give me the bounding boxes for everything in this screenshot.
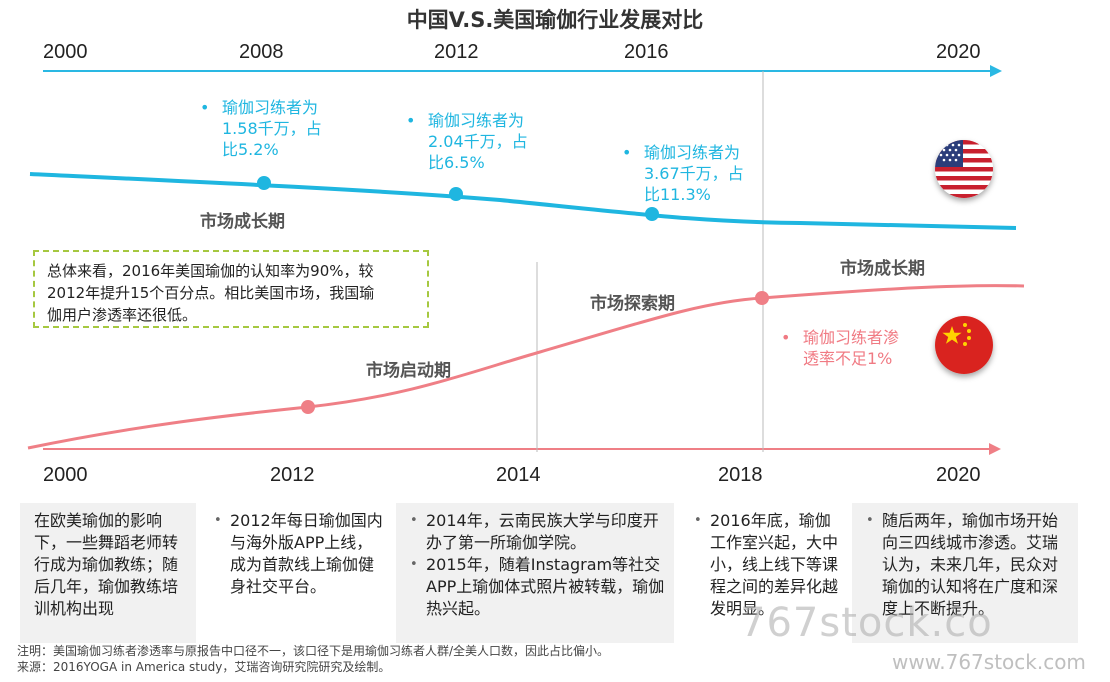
bottom-year-2000: 2000 (43, 464, 88, 486)
footnote-note: 注明：美国瑜伽习练者渗透率与原报告中口径不一，该口径下是用瑜伽习练者人群/全美人… (17, 644, 610, 658)
us-annotation-2012: • 瑜伽习练者为 2.04千万，占 比6.5% (406, 111, 528, 172)
us-phase-growth: 市场成长期 (200, 212, 285, 232)
bottom-axis-arrow (989, 443, 1001, 455)
watermark-small: www.767stock.com (892, 650, 1086, 674)
top-year-2000: 2000 (43, 41, 88, 63)
cn-phase-explore: 市场探索期 (590, 294, 675, 314)
top-year-2020: 2020 (936, 41, 981, 63)
us-point-2016 (645, 207, 659, 221)
us-annotation-2008: • 瑜伽习练者为 1.58千万，占 比5.2% (200, 98, 322, 159)
timeline-box-2012: 2012年每日瑜伽国内与海外版APP上线，成为首款线上瑜伽健身社交平台。 (200, 503, 390, 643)
us-trend-line (29, 172, 1017, 230)
bottom-year-2018: 2018 (718, 464, 763, 486)
footnotes: 注明：美国瑜伽习练者渗透率与原报告中口径不一，该口径下是用瑜伽习练者人群/全美人… (17, 643, 609, 675)
timeline-box-2014: 2014年，云南民族大学与印度开办了第一所瑜伽学院。 2015年，随着Insta… (396, 503, 674, 643)
footnote-source: 来源：2016YOGA in America study，艾瑞咨询研究院研究及绘… (17, 660, 391, 674)
top-year-2012: 2012 (434, 41, 479, 63)
cn-trend-line (27, 284, 1025, 450)
cn-phase-growth: 市场成长期 (840, 259, 925, 279)
us-annotation-2016: • 瑜伽习练者为 3.67千万，占 比11.3% (622, 143, 744, 204)
watermark-large: 767stock.co (740, 600, 993, 646)
timeline-box-2018: 2016年底，瑜伽工作室兴起，大中小，线上线下等课程之间的差异化越发明显。 (680, 503, 846, 643)
us-point-2008 (257, 176, 271, 190)
cn-point-2012 (301, 400, 315, 414)
china-flag-icon (935, 316, 993, 374)
bottom-year-2020: 2020 (936, 464, 981, 486)
us-flag-icon (935, 140, 993, 198)
cn-annotation: • 瑜伽习练者渗 透率不足1% (781, 328, 900, 368)
bottom-year-2014: 2014 (496, 464, 541, 486)
timeline-box-2020: 随后两年，瑜伽市场开始向三四线城市渗透。艾瑞认为，未来几年，民众对瑜伽的认知将在… (852, 503, 1078, 643)
us-point-2012 (449, 187, 463, 201)
timeline-box-2000: 在欧美瑜伽的影响下，一些舞蹈老师转行成为瑜伽教练；随后几年，瑜伽教练培训机构出现 (20, 503, 196, 643)
page-title: 中国V.S.美国瑜伽行业发展对比 (406, 8, 704, 32)
top-year-2008: 2008 (239, 41, 284, 63)
cn-phase-start: 市场启动期 (366, 361, 451, 381)
top-axis-arrow (990, 65, 1002, 77)
summary-box: 总体来看，2016年美国瑜伽的认知率为90%，较 2012年提升15个百分点。相… (33, 250, 429, 328)
top-year-2016: 2016 (624, 41, 669, 63)
bottom-year-2012: 2012 (270, 464, 315, 486)
cn-point-2018 (755, 291, 769, 305)
